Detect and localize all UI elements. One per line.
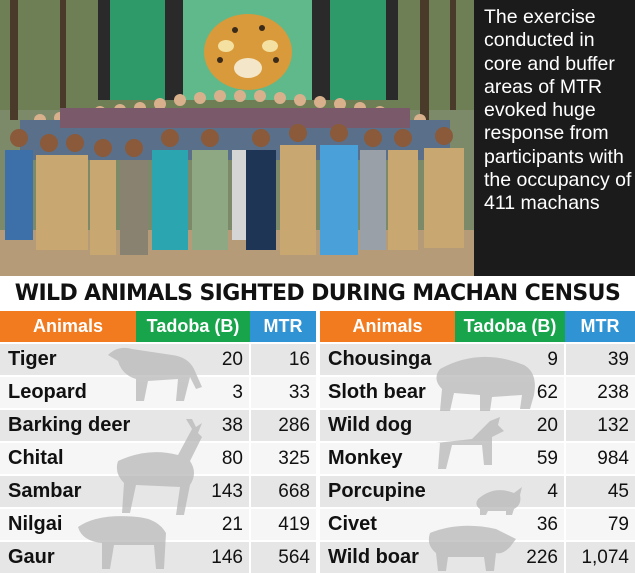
header-mtr: MTR bbox=[565, 311, 635, 343]
animal-name: Barking deer bbox=[0, 408, 136, 442]
header-tadoba: Tadoba (B) bbox=[136, 311, 250, 343]
tadoba-count: 226 bbox=[455, 540, 565, 573]
animal-name: Wild dog bbox=[320, 408, 455, 442]
animal-name: Chousinga bbox=[320, 342, 455, 376]
tadoba-count: 21 bbox=[136, 507, 250, 541]
photo-caption: The exercise conducted in core and buffe… bbox=[484, 6, 632, 215]
tadoba-count: 62 bbox=[455, 375, 565, 409]
animal-name: Porcupine bbox=[320, 474, 455, 508]
tadoba-count: 36 bbox=[455, 507, 565, 541]
header-animals: Animals bbox=[320, 311, 455, 343]
animal-name: Wild boar bbox=[320, 540, 455, 573]
mtr-count: 16 bbox=[249, 342, 316, 376]
animal-name: Nilgai bbox=[0, 507, 136, 541]
mtr-count: 79 bbox=[564, 507, 635, 541]
animal-name: Civet bbox=[320, 507, 455, 541]
table-row: Gaur 146 564 bbox=[0, 540, 316, 573]
table-row: Civet 36 79 bbox=[320, 507, 635, 541]
table-row: Porcupine 4 45 bbox=[320, 474, 635, 508]
tadoba-count: 20 bbox=[455, 408, 565, 442]
mtr-count: 33 bbox=[249, 375, 316, 409]
mtr-count: 286 bbox=[249, 408, 316, 442]
mtr-count: 419 bbox=[249, 507, 316, 541]
mtr-count: 325 bbox=[249, 441, 316, 475]
census-table-right: Animals Tadoba (B) MTR Chousinga 9 39 Sloth… bbox=[320, 311, 635, 573]
mtr-count: 238 bbox=[564, 375, 635, 409]
mtr-count: 1,074 bbox=[564, 540, 635, 573]
tadoba-count: 146 bbox=[136, 540, 250, 573]
tadoba-count: 4 bbox=[455, 474, 565, 508]
mtr-count: 39 bbox=[564, 342, 635, 376]
animal-name: Monkey bbox=[320, 441, 455, 475]
animal-name: Gaur bbox=[0, 540, 136, 573]
table-row: Wild dog 20 132 bbox=[320, 408, 635, 442]
table-header-row: Animals Tadoba (B) MTR bbox=[320, 311, 635, 343]
table-header-row: Animals Tadoba (B) MTR bbox=[0, 311, 316, 343]
census-tables: Animals Tadoba (B) MTR Tiger 20 16 Leopard 3… bbox=[0, 311, 635, 573]
infographic-title: WILD ANIMALS SIGHTED DURING MACHAN CENSU… bbox=[0, 277, 635, 311]
table-row: Sloth bear 62 238 bbox=[320, 375, 635, 409]
mtr-count: 668 bbox=[249, 474, 316, 508]
table-row: Monkey 59 984 bbox=[320, 441, 635, 475]
mtr-count: 45 bbox=[564, 474, 635, 508]
tadoba-count: 9 bbox=[455, 342, 565, 376]
table-row: Nilgai 21 419 bbox=[0, 507, 316, 541]
animal-name: Leopard bbox=[0, 375, 136, 409]
header-animals: Animals bbox=[0, 311, 136, 343]
animal-name: Sloth bear bbox=[320, 375, 455, 409]
table-row: Chousinga 9 39 bbox=[320, 342, 635, 376]
tadoba-count: 38 bbox=[136, 408, 250, 442]
tadoba-count: 59 bbox=[455, 441, 565, 475]
table-row: Tiger 20 16 bbox=[0, 342, 316, 376]
tadoba-count: 3 bbox=[136, 375, 250, 409]
animal-name: Sambar bbox=[0, 474, 136, 508]
table-row: Sambar 143 668 bbox=[0, 474, 316, 508]
tadoba-count: 143 bbox=[136, 474, 250, 508]
mtr-count: 984 bbox=[564, 441, 635, 475]
mtr-count: 564 bbox=[249, 540, 316, 573]
table-row: Wild boar 226 1,074 bbox=[320, 540, 635, 573]
tadoba-count: 20 bbox=[136, 342, 250, 376]
table-row: Leopard 3 33 bbox=[0, 375, 316, 409]
caption-box: The exercise conducted in core and buffe… bbox=[474, 0, 635, 276]
header-mtr: MTR bbox=[250, 311, 316, 343]
header-tadoba: Tadoba (B) bbox=[455, 311, 565, 343]
animal-name: Chital bbox=[0, 441, 136, 475]
mtr-count: 132 bbox=[564, 408, 635, 442]
table-row: Barking deer 38 286 bbox=[0, 408, 316, 442]
animal-name: Tiger bbox=[0, 342, 136, 376]
group-photo bbox=[0, 0, 474, 276]
tadoba-count: 80 bbox=[136, 441, 250, 475]
table-row: Chital 80 325 bbox=[0, 441, 316, 475]
census-table-left: Animals Tadoba (B) MTR Tiger 20 16 Leopard 3… bbox=[0, 311, 316, 573]
